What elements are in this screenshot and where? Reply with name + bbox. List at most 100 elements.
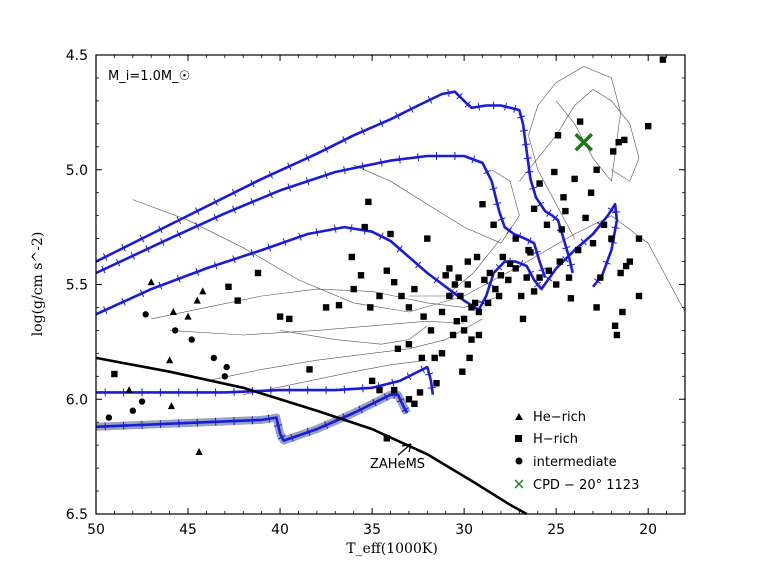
h-rich-point bbox=[431, 354, 438, 362]
y-tick-label: 4.5 bbox=[66, 48, 88, 64]
blue-track-tick bbox=[103, 306, 108, 315]
h-rich-point bbox=[418, 354, 425, 362]
blue-track-tick bbox=[232, 255, 236, 264]
blue-track-tick bbox=[101, 265, 106, 274]
h-rich-point bbox=[394, 345, 402, 352]
blue-track-tick bbox=[250, 249, 255, 258]
zahems-arrow-line bbox=[397, 443, 412, 456]
zahems-track-group bbox=[95, 356, 528, 516]
blue-track-tick bbox=[398, 155, 401, 164]
blue-track-tick bbox=[158, 281, 163, 290]
blue-track-tick bbox=[139, 289, 145, 298]
h-rich-point bbox=[622, 262, 630, 270]
blue-track-tick bbox=[391, 378, 395, 387]
h-rich-point bbox=[645, 122, 652, 130]
blue-track-group bbox=[95, 88, 621, 445]
h-rich-point bbox=[464, 258, 471, 265]
h-rich-point bbox=[536, 274, 543, 281]
intermediate-point bbox=[138, 398, 146, 405]
h-rich-point bbox=[111, 370, 118, 378]
h-rich-point bbox=[411, 400, 418, 407]
h-rich-point bbox=[571, 175, 578, 183]
blue-track-3 bbox=[96, 365, 435, 395]
h-rich-point bbox=[536, 180, 543, 187]
he-rich-point bbox=[167, 402, 176, 410]
h-rich-point bbox=[575, 246, 582, 254]
blue-track-tick bbox=[497, 217, 506, 221]
data-point-group bbox=[105, 56, 667, 456]
grey-track-8 bbox=[408, 238, 502, 297]
h-rich-point bbox=[453, 318, 460, 325]
legend-label-cpd: CPD − 20° 1123 bbox=[533, 478, 639, 493]
h-rich-point bbox=[499, 253, 506, 261]
y-tick-label: 6.0 bbox=[66, 392, 88, 408]
blue-track-tick bbox=[562, 246, 571, 250]
h-rich-point bbox=[376, 386, 383, 394]
blue-track-tick bbox=[527, 237, 532, 245]
blue-track-tick bbox=[608, 241, 617, 244]
blue-track-tick bbox=[519, 129, 528, 132]
h-rich-point bbox=[459, 368, 466, 375]
h-rich-point bbox=[512, 265, 519, 272]
blue-track-tick bbox=[427, 386, 436, 389]
he-rich-point bbox=[166, 356, 174, 364]
blue-track-tick bbox=[489, 187, 498, 191]
blue-track-tick bbox=[546, 209, 552, 217]
h-rich-point bbox=[525, 246, 532, 254]
he-rich-point bbox=[195, 448, 203, 456]
h-rich-point bbox=[565, 274, 573, 281]
blue-track-tick bbox=[342, 136, 347, 144]
h-rich-point bbox=[582, 214, 589, 222]
h-rich-point bbox=[391, 386, 398, 394]
grey-track-7 bbox=[353, 164, 520, 244]
blue-track-tick bbox=[401, 407, 410, 412]
h-rich-point bbox=[615, 139, 622, 146]
h-rich-point bbox=[600, 221, 608, 228]
blue-track-tick bbox=[267, 243, 272, 252]
blue-track-tick bbox=[305, 154, 310, 162]
h-rich-point bbox=[554, 132, 562, 139]
x-axis-label: T_eff(1000K) bbox=[346, 541, 438, 557]
he-rich-point bbox=[184, 312, 192, 320]
h-rich-point bbox=[497, 272, 505, 279]
h-rich-point bbox=[486, 269, 494, 277]
h-rich-point bbox=[495, 292, 503, 300]
legend-marker-he-rich bbox=[515, 413, 523, 420]
x-tick-label: 20 bbox=[639, 522, 657, 538]
he-rich-point bbox=[169, 308, 177, 316]
blue-track-tick bbox=[519, 260, 524, 268]
legend-marker-intermediate bbox=[515, 457, 523, 465]
h-rich-point bbox=[490, 221, 497, 228]
h-rich-point bbox=[225, 283, 232, 290]
blue-track-tick bbox=[379, 232, 384, 241]
blue-track-tick bbox=[282, 238, 287, 246]
h-rich-point bbox=[368, 377, 376, 385]
h-rich-point bbox=[468, 336, 475, 343]
h-rich-point bbox=[613, 331, 621, 339]
blue-track-tick bbox=[268, 170, 273, 179]
blue-track-tick bbox=[324, 421, 329, 429]
blue-track-tick bbox=[274, 424, 283, 427]
blue-track-tick bbox=[350, 224, 353, 233]
blue-track-tick bbox=[562, 256, 569, 263]
intermediate-point bbox=[142, 311, 149, 318]
h-rich-point bbox=[506, 260, 514, 267]
h-rich-point bbox=[442, 272, 449, 279]
h-rich-point bbox=[427, 327, 435, 334]
x-tick-label: 45 bbox=[179, 522, 197, 538]
h-rich-point bbox=[617, 269, 624, 277]
h-rich-point bbox=[306, 366, 313, 373]
h-rich-point bbox=[387, 230, 394, 238]
plot-frame bbox=[95, 54, 686, 515]
y-tick-label: 5.5 bbox=[66, 278, 88, 294]
grey-track-2 bbox=[169, 320, 465, 336]
zahems-label: ZAHeMS bbox=[370, 457, 425, 472]
h-rich-point bbox=[446, 265, 453, 272]
blue-track-tick bbox=[334, 224, 337, 233]
h-rich-point bbox=[433, 380, 440, 387]
blue-track-tick bbox=[298, 232, 302, 241]
blue-track-tick bbox=[213, 198, 218, 206]
h-rich-point bbox=[460, 327, 468, 334]
blue-track-tick bbox=[395, 111, 400, 120]
h-rich-point bbox=[611, 322, 619, 329]
